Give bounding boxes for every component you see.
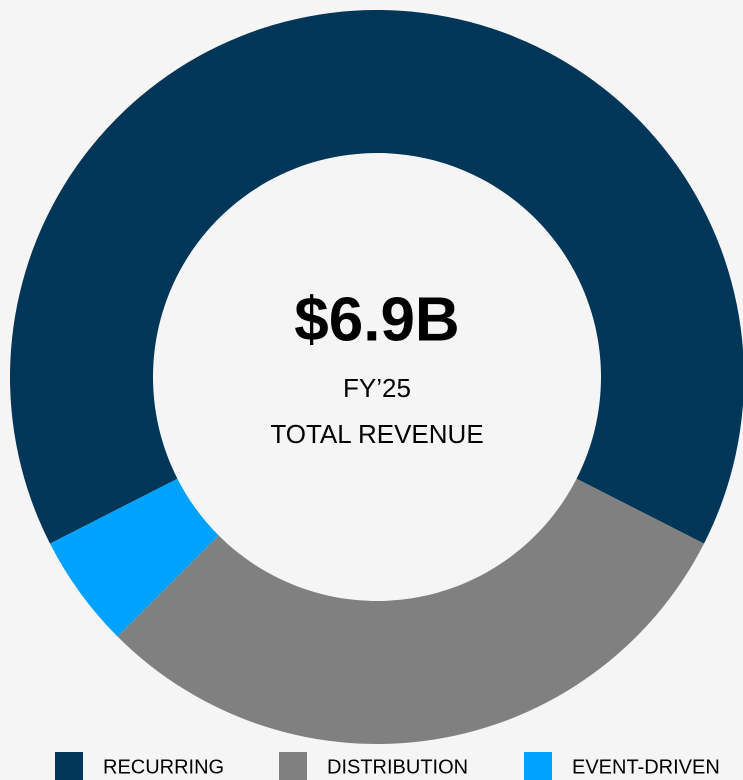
- center-line: TOTAL REVENUE: [270, 419, 483, 449]
- legend-swatch: [55, 752, 83, 780]
- center-line: FY’25: [343, 373, 411, 403]
- donut-slice: [10, 10, 743, 544]
- legend-swatch: [524, 752, 552, 780]
- center-value: $6.9B: [294, 285, 459, 354]
- legend-label: EVENT-DRIVEN: [572, 756, 720, 778]
- legend-label: DISTRIBUTION: [327, 756, 468, 778]
- donut-slice: [50, 478, 219, 637]
- donut-slice: [117, 478, 704, 745]
- legend-swatch: [279, 752, 307, 780]
- legend-label: RECURRING: [103, 756, 224, 778]
